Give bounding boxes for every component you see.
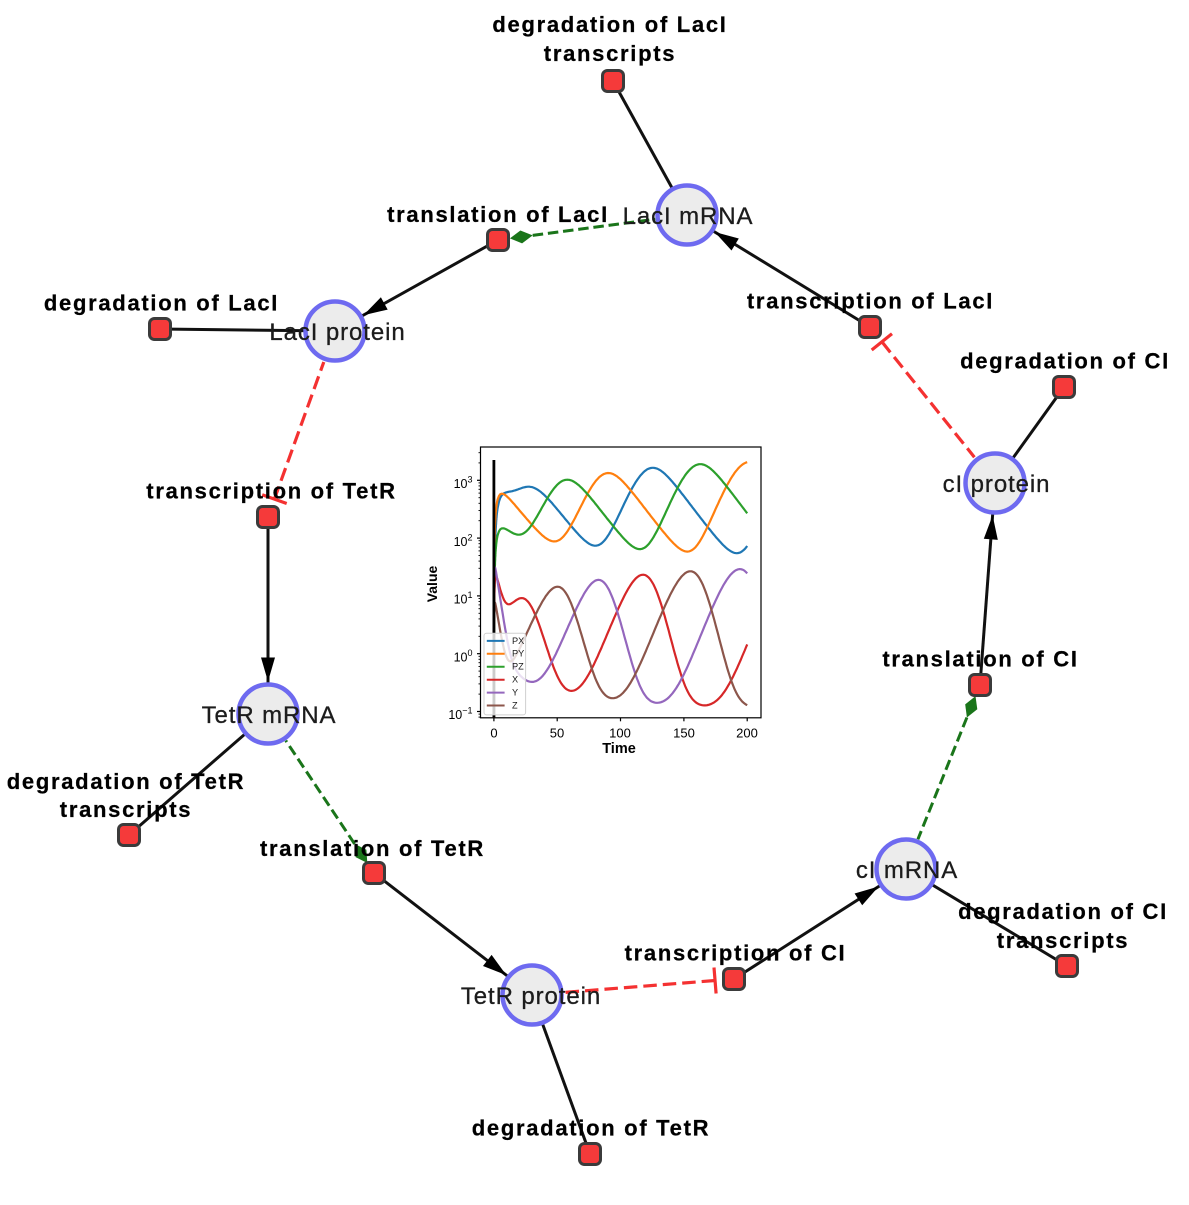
svg-text:PZ: PZ xyxy=(512,662,524,672)
svg-text:degradation of LacI: degradation of LacI xyxy=(44,291,279,316)
svg-text:Y: Y xyxy=(512,688,518,698)
svg-text:Value: Value xyxy=(424,566,440,603)
svg-text:transcription of LacI: transcription of LacI xyxy=(747,289,994,314)
svg-text:LacI mRNA: LacI mRNA xyxy=(623,203,754,230)
svg-text:cI protein: cI protein xyxy=(943,471,1051,498)
svg-text:degradation of LacI: degradation of LacI xyxy=(492,12,727,37)
svg-text:translation of CI: translation of CI xyxy=(882,647,1078,672)
svg-text:X: X xyxy=(512,675,518,685)
svg-text:PY: PY xyxy=(512,649,524,659)
svg-text:TetR mRNA: TetR mRNA xyxy=(202,702,337,729)
svg-text:translation of LacI: translation of LacI xyxy=(387,202,609,227)
svg-text:degradation of TetR: degradation of TetR xyxy=(7,769,245,794)
svg-text:50: 50 xyxy=(550,726,564,741)
svg-text:degradation of CI: degradation of CI xyxy=(958,899,1168,924)
svg-text:transcripts: transcripts xyxy=(544,41,676,66)
svg-text:transcription of TetR: transcription of TetR xyxy=(146,479,396,504)
svg-text:200: 200 xyxy=(736,726,758,741)
svg-text:LacI protein: LacI protein xyxy=(269,319,405,346)
svg-text:translation of TetR: translation of TetR xyxy=(260,836,485,861)
svg-text:transcripts: transcripts xyxy=(997,928,1129,953)
svg-text:TetR protein: TetR protein xyxy=(461,983,601,1010)
svg-text:150: 150 xyxy=(673,726,695,741)
svg-text:100: 100 xyxy=(609,726,631,741)
svg-text:0: 0 xyxy=(490,726,497,741)
svg-text:degradation of CI: degradation of CI xyxy=(960,349,1170,374)
svg-text:PX: PX xyxy=(512,636,524,646)
svg-text:cI mRNA: cI mRNA xyxy=(856,857,958,884)
svg-text:Z: Z xyxy=(512,700,518,710)
svg-text:transcription of CI: transcription of CI xyxy=(625,941,847,966)
svg-text:degradation of TetR: degradation of TetR xyxy=(472,1116,710,1141)
svg-text:transcripts: transcripts xyxy=(60,797,192,822)
svg-text:Time: Time xyxy=(602,741,636,757)
